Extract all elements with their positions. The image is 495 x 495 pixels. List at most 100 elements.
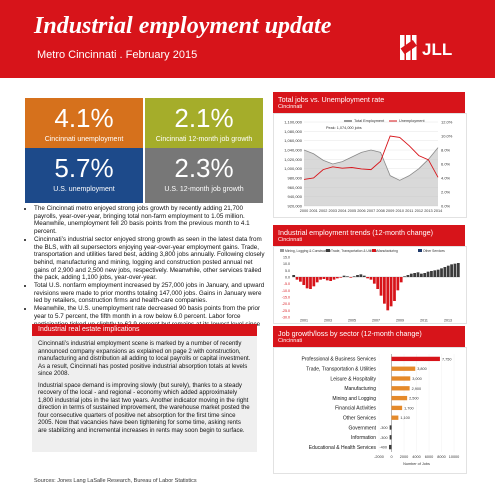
y-tick-label: -15.0 (282, 296, 290, 300)
x-tick-label: 2009 (386, 209, 394, 213)
trend-bar (305, 277, 309, 289)
trend-bar (389, 277, 393, 307)
x-tick-label: 2003 (324, 319, 332, 323)
employment-area (304, 147, 438, 206)
x-tick-label: 2007 (367, 209, 375, 213)
trend-bar (399, 277, 403, 283)
trend-bar (430, 271, 433, 277)
legend-label: Total Employment (354, 119, 385, 123)
trend-bar (372, 277, 376, 284)
chart3-subtitle: Cincinnati (278, 338, 303, 344)
x-tick-label: 6000 (425, 455, 433, 459)
trend-bar (309, 277, 312, 289)
legend-label: Other Services (423, 249, 445, 253)
y-tick-label: 1,040,000 (284, 148, 303, 153)
y-tick-label: -20.0 (282, 302, 290, 306)
sector-bar (391, 366, 416, 371)
trend-bar (436, 269, 440, 277)
x-tick-label: 2008 (376, 209, 384, 213)
value-label: 1,100 (400, 416, 410, 420)
y-tick-label: 1,080,000 (284, 129, 303, 134)
y-tick-label: 940,000 (288, 194, 303, 199)
x-tick-label: 2000 (300, 209, 308, 213)
chart1-header: Total jobs vs. Unemployment rate Cincinn… (273, 92, 465, 113)
x-tick-label: 2013 (444, 319, 452, 323)
x-tick-label: 2005 (348, 209, 356, 213)
trend-bar (352, 276, 356, 277)
y-tick-label: 920,000 (288, 204, 303, 209)
legend-label: Unemployment (399, 119, 425, 123)
trend-bar (409, 273, 413, 277)
x-tick-label: 2001 (300, 319, 308, 323)
trend-bar (419, 273, 423, 277)
stat-label: U.S. 12-month job growth (164, 186, 244, 193)
x-tick-label: 2012 (415, 209, 423, 213)
y2-tick-label: 12.0% (441, 120, 453, 125)
sector-growth-chart: -2000 0 2000 4000 6000 8000 10000 Professional … (302, 354, 460, 466)
chart2-panel: Mining, Logging & Construction Trade, Tra… (273, 246, 467, 324)
trend-bar (413, 273, 417, 277)
x-axis-label: Number of Jobs (403, 462, 430, 466)
chart3-title: Job growth/loss by sector (12-month chan… (278, 329, 422, 338)
bullet-item: Cincinnati’s industrial sector enjoyed s… (34, 236, 266, 282)
trend-bar (383, 277, 386, 304)
jll-logo: JLL (400, 35, 452, 60)
trend-bar (342, 275, 346, 277)
value-label: 7,750 (442, 357, 452, 361)
x-tick-label: 2011 (405, 209, 413, 213)
trend-bar (446, 265, 450, 277)
legend-label: Mining, Logging & Construction (285, 249, 331, 253)
y2-tick-label: 0.0% (441, 204, 451, 209)
y-tick-label: 960,000 (288, 185, 303, 190)
sector-bar (391, 415, 399, 420)
trend-bar (322, 277, 326, 279)
category-label: Mining and Logging (332, 396, 376, 402)
trend-bar (356, 275, 359, 277)
bullet-item: The Cincinnati metro enjoyed strong jobs… (34, 205, 266, 236)
chart1-panel: 1,100,000 1,080,000 1,060,000 1,040,000 1,02… (273, 113, 467, 218)
value-label: 2,900 (412, 387, 422, 391)
y-tick-label: 0.0 (285, 276, 290, 280)
x-tick-label: -2000 (374, 455, 384, 459)
industrial-trends-chart: Mining, Logging & Construction Trade, Tra… (280, 249, 460, 323)
category-label: Professional & Business Services (302, 357, 377, 363)
x-tick-label: 2010 (395, 209, 403, 213)
stat-label: Cincinnati 12-month job growth (155, 136, 253, 143)
sector-bar (391, 386, 410, 391)
x-tick-label: 2001 (309, 209, 317, 213)
x-tick-label: 2005 (348, 319, 356, 323)
page-subtitle: Metro Cincinnati . February 2015 (37, 49, 198, 61)
stat-label: Cincinnati unemployment (44, 136, 124, 143)
legend-swatch (344, 120, 352, 122)
sector-bar (391, 376, 411, 381)
chart3-header: Job growth/loss by sector (12-month chan… (273, 326, 465, 347)
employment-series-line (303, 147, 439, 181)
x-tick-label: 10000 (449, 455, 460, 459)
x-tick-label: 0 (390, 455, 392, 459)
peak-annotation: Peak: 1,074,000 jobs (326, 126, 362, 130)
trend-bar (396, 277, 400, 291)
trend-bar (315, 277, 319, 283)
y2-tick-label: 2.0% (441, 190, 451, 195)
trend-bar (302, 277, 306, 285)
category-label: Government (348, 425, 376, 431)
trend-bar (312, 277, 316, 287)
y2-tick-label: 10.0% (441, 134, 453, 139)
y2-tick-label: 8.0% (441, 148, 451, 153)
trend-bar (426, 271, 430, 277)
value-label: 3,000 (412, 377, 422, 381)
trend-bar (366, 277, 369, 279)
chart3-panel: -2000 0 2000 4000 6000 8000 10000 Professional … (273, 347, 467, 474)
y-tick-label: 1,000,000 (284, 166, 303, 171)
chart1-subtitle: Cincinnati (278, 104, 303, 110)
trend-bar (299, 277, 302, 282)
y2-tick-label: 6.0% (441, 162, 451, 167)
legend-swatch (372, 249, 376, 252)
legend-swatch (326, 249, 330, 252)
unemployment-series-line (303, 135, 439, 180)
legend-label: Trade, Transportation & Utilities (331, 249, 377, 253)
category-label: Information (351, 435, 376, 441)
page-title: Industrial employment update (34, 13, 332, 39)
bullet-item: Total U.S. nonfarm employment increased … (34, 282, 266, 305)
chart1-title: Total jobs vs. Unemployment rate (278, 95, 385, 104)
